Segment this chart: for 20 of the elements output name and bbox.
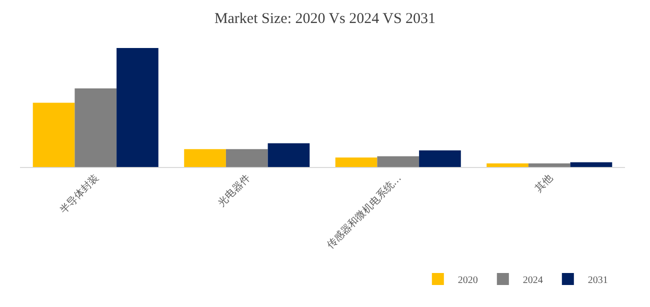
- legend-label: 2020: [458, 274, 478, 286]
- legend-label: 2031: [588, 274, 608, 286]
- bar: [570, 162, 612, 167]
- x-tick-label: 半导体封装: [57, 172, 102, 216]
- x-tick-label: 光电器件: [216, 172, 253, 209]
- bar: [74, 88, 117, 167]
- x-tick-label: 其他: [532, 172, 556, 195]
- legend-label: 2024: [522, 274, 543, 286]
- bar: [32, 102, 75, 167]
- bar: [486, 163, 528, 167]
- bar: [116, 48, 158, 167]
- bar: [184, 149, 226, 167]
- bar: [419, 150, 461, 167]
- x-tick-label: 传感器和微机电系统…: [324, 172, 404, 252]
- chart-title: Market Size: 2020 Vs 2024 VS 2031: [214, 10, 436, 27]
- bar: [226, 149, 268, 167]
- bar: [528, 163, 570, 167]
- bar: [335, 157, 378, 167]
- bar: [268, 143, 310, 167]
- bar: [377, 156, 420, 167]
